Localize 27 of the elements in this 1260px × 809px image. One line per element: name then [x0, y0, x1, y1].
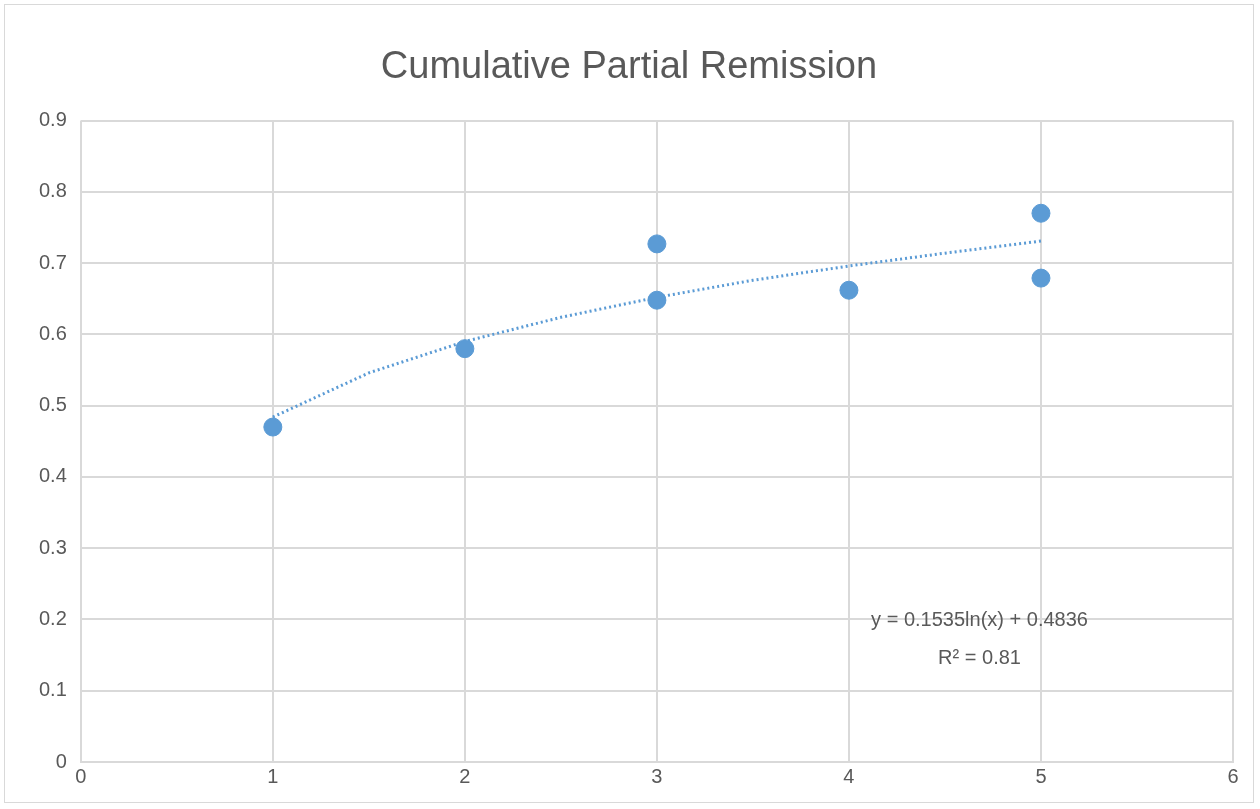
- y-tick-label: 0.7: [38, 250, 67, 273]
- x-tick-label: 2: [459, 764, 471, 787]
- y-tick-label: 0.8: [38, 179, 67, 202]
- x-tick-label: 1: [267, 764, 279, 787]
- y-tick-label: 0.2: [38, 606, 67, 629]
- y-tick-label: 0: [55, 749, 67, 772]
- point: [263, 417, 283, 437]
- x-tick-label: 0: [75, 764, 87, 787]
- annotation: y = 0.1535ln(x) + 0.4836: [871, 608, 1088, 631]
- point: [1031, 268, 1051, 288]
- chart-title: Cumulative Partial Remission: [380, 44, 878, 87]
- point: [647, 234, 667, 254]
- y-tick-label: 0.3: [38, 535, 67, 558]
- point: [647, 290, 667, 310]
- point: [1031, 203, 1051, 223]
- point: [455, 339, 475, 359]
- annotation: R² = 0.81: [938, 646, 1021, 669]
- x-tick-label: 5: [1035, 764, 1047, 787]
- x-tick-label: 3: [651, 764, 663, 787]
- x-tick-label: 6: [1227, 764, 1239, 787]
- y-tick-label: 0.5: [38, 393, 67, 416]
- x-tick-label: 4: [843, 764, 855, 787]
- y-tick-label: 0.9: [38, 108, 67, 131]
- y-tick-label: 0.4: [38, 464, 67, 487]
- y-tick-label: 0.6: [38, 321, 67, 344]
- point: [839, 280, 859, 300]
- y-tick-label: 0.1: [38, 678, 67, 701]
